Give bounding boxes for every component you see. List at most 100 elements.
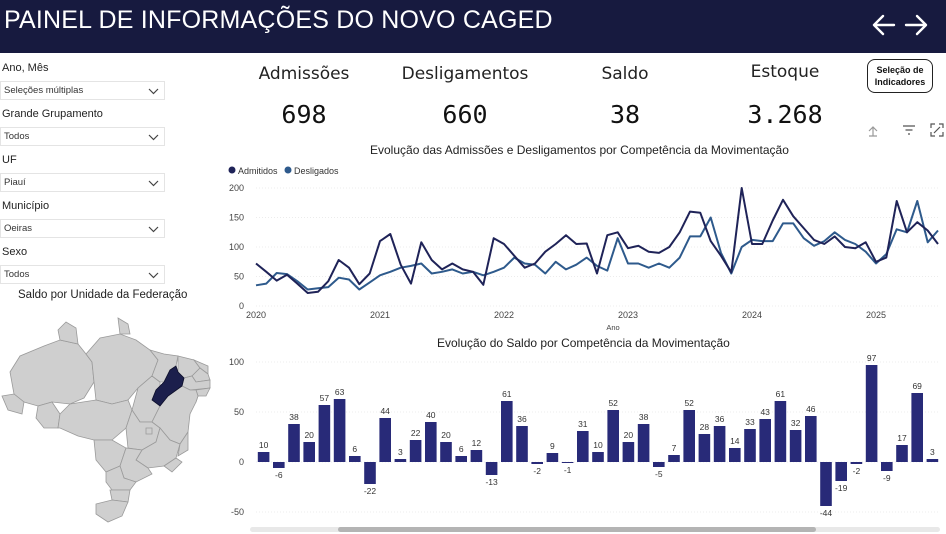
map-state-rs xyxy=(95,499,129,523)
bar-data-label: 31 xyxy=(578,419,588,429)
bar-data-label: 38 xyxy=(639,412,649,422)
saldo-bar xyxy=(698,434,711,462)
map-state-ap xyxy=(117,317,131,335)
scrollbar-thumb[interactable] xyxy=(338,527,816,532)
bar-data-label: -13 xyxy=(485,477,498,487)
x-tick-label: 2023 xyxy=(618,310,638,320)
kpi-label-desligamentos: Desligamentos xyxy=(401,64,529,84)
filter-select-municipio[interactable]: Oeiras xyxy=(0,219,165,238)
saldo-bar xyxy=(546,453,559,462)
saldo-bar xyxy=(805,416,817,462)
y-tick-label: 50 xyxy=(234,407,244,417)
button-line-1: Seleção de xyxy=(876,65,924,75)
kpi-value-desligamentos: 660 xyxy=(442,100,488,129)
saldo-bar xyxy=(911,393,923,462)
bar-data-label: -6 xyxy=(275,470,283,480)
y-tick-label: 100 xyxy=(229,242,244,252)
bar-data-label: 17 xyxy=(897,433,907,443)
bar-data-label: -2 xyxy=(853,466,861,476)
chevron-down-icon xyxy=(148,134,159,141)
y-tick-label: 0 xyxy=(239,457,244,467)
chevron-down-icon xyxy=(148,272,159,279)
y-tick-label: 150 xyxy=(229,213,244,223)
horizontal-scrollbar[interactable] xyxy=(250,527,940,532)
bar-chart-title: Evolução do Saldo por Competência da Mov… xyxy=(437,336,730,350)
x-axis-label: Ano xyxy=(606,323,619,332)
saldo-bar xyxy=(531,462,543,464)
saldo-bar xyxy=(881,462,893,471)
saldo-bar xyxy=(774,401,787,462)
series-line-desligados xyxy=(255,200,939,291)
saldo-bar xyxy=(896,445,908,462)
bar-data-label: 22 xyxy=(411,428,421,438)
series-line-admitidos xyxy=(255,187,939,294)
saldo-bar xyxy=(850,462,863,464)
bar-data-label: 38 xyxy=(289,412,299,422)
y-tick-label: 100 xyxy=(229,357,244,367)
filter-select-uf[interactable]: Piauí xyxy=(0,173,165,192)
bar-data-label: 6 xyxy=(352,444,357,454)
saldo-bar xyxy=(653,462,665,467)
bar-data-label: 10 xyxy=(259,440,269,450)
saldo-bar xyxy=(759,419,771,462)
map-state-es xyxy=(177,430,189,457)
line-chart-title: Evolução das Admissões e Desligamentos p… xyxy=(370,143,789,157)
legend-marker xyxy=(284,166,292,174)
map-state-piaui xyxy=(151,365,185,407)
x-tick-label: 2024 xyxy=(742,310,762,320)
bar-data-label: 97 xyxy=(867,353,877,363)
x-tick-label: 2025 xyxy=(866,310,886,320)
button-line-2: Indicadores xyxy=(874,77,926,87)
bar-data-label: 63 xyxy=(335,387,345,397)
kpi-value-estoque: 3.268 xyxy=(747,100,823,129)
arrow-left-icon[interactable] xyxy=(871,11,897,39)
bar-data-label: -5 xyxy=(655,469,663,479)
bar-data-label: -19 xyxy=(835,483,848,493)
bar-chart[interactable]: 100500-5010-6382057636-22443224020612-13… xyxy=(222,352,946,524)
arrow-right-icon[interactable] xyxy=(903,11,929,39)
bar-data-label: 61 xyxy=(502,389,512,399)
kpi-value-admissoes: 698 xyxy=(281,100,327,129)
saldo-bar xyxy=(789,430,802,462)
bar-data-label: 6 xyxy=(459,444,464,454)
bar-data-label: 43 xyxy=(760,407,770,417)
saldo-bar xyxy=(273,462,285,468)
saldo-bar xyxy=(333,399,346,462)
filter-label-sexo: Sexo xyxy=(2,246,28,258)
line-chart[interactable]: Admitidos Desligados 0 50 100 150 200 2020 2021 2… xyxy=(222,160,946,335)
saldo-bar xyxy=(607,410,619,462)
indicator-selection-button[interactable]: Seleção de Indicadores xyxy=(867,59,933,93)
map-state-rr xyxy=(57,321,79,345)
saldo-bar xyxy=(516,426,528,462)
bar-data-label: 14 xyxy=(730,436,740,446)
filter-select-sexo[interactable]: Todos xyxy=(0,265,165,284)
bar-data-label: 33 xyxy=(745,417,755,427)
bar-data-label: 46 xyxy=(806,404,816,414)
filter-label-ano-mes: Ano, Mês xyxy=(2,62,49,74)
saldo-bar xyxy=(455,456,467,462)
saldo-bar xyxy=(926,459,939,462)
filter-value: Todos xyxy=(4,131,30,142)
filter-select-ano-mes[interactable]: Seleções múltiplas xyxy=(0,81,165,100)
drill-up-icon[interactable] xyxy=(866,124,880,138)
filter-value: Piauí xyxy=(4,177,26,188)
saldo-bar xyxy=(257,452,270,462)
filter-icon[interactable] xyxy=(902,123,916,137)
filter-value: Oeiras xyxy=(4,223,32,234)
focus-mode-icon[interactable] xyxy=(930,123,944,137)
saldo-bar xyxy=(318,405,331,462)
header-bar: PAINEL DE INFORMAÇÕES DO NOVO CAGED xyxy=(0,0,946,53)
bar-data-label: 44 xyxy=(380,406,390,416)
filter-value: Todos xyxy=(4,269,30,280)
chevron-down-icon xyxy=(148,226,159,233)
filter-select-grande-grupamento[interactable]: Todos xyxy=(0,127,165,146)
saldo-bar xyxy=(561,462,574,463)
bar-data-label: 32 xyxy=(791,418,801,428)
bar-data-label: 28 xyxy=(700,422,710,432)
kpi-label-admissoes: Admissões xyxy=(258,64,350,84)
saldo-bar xyxy=(865,365,878,462)
bar-data-label: 40 xyxy=(426,410,436,420)
saldo-bar xyxy=(425,422,437,462)
brazil-map[interactable] xyxy=(0,310,214,524)
map-state-ro xyxy=(35,401,61,429)
